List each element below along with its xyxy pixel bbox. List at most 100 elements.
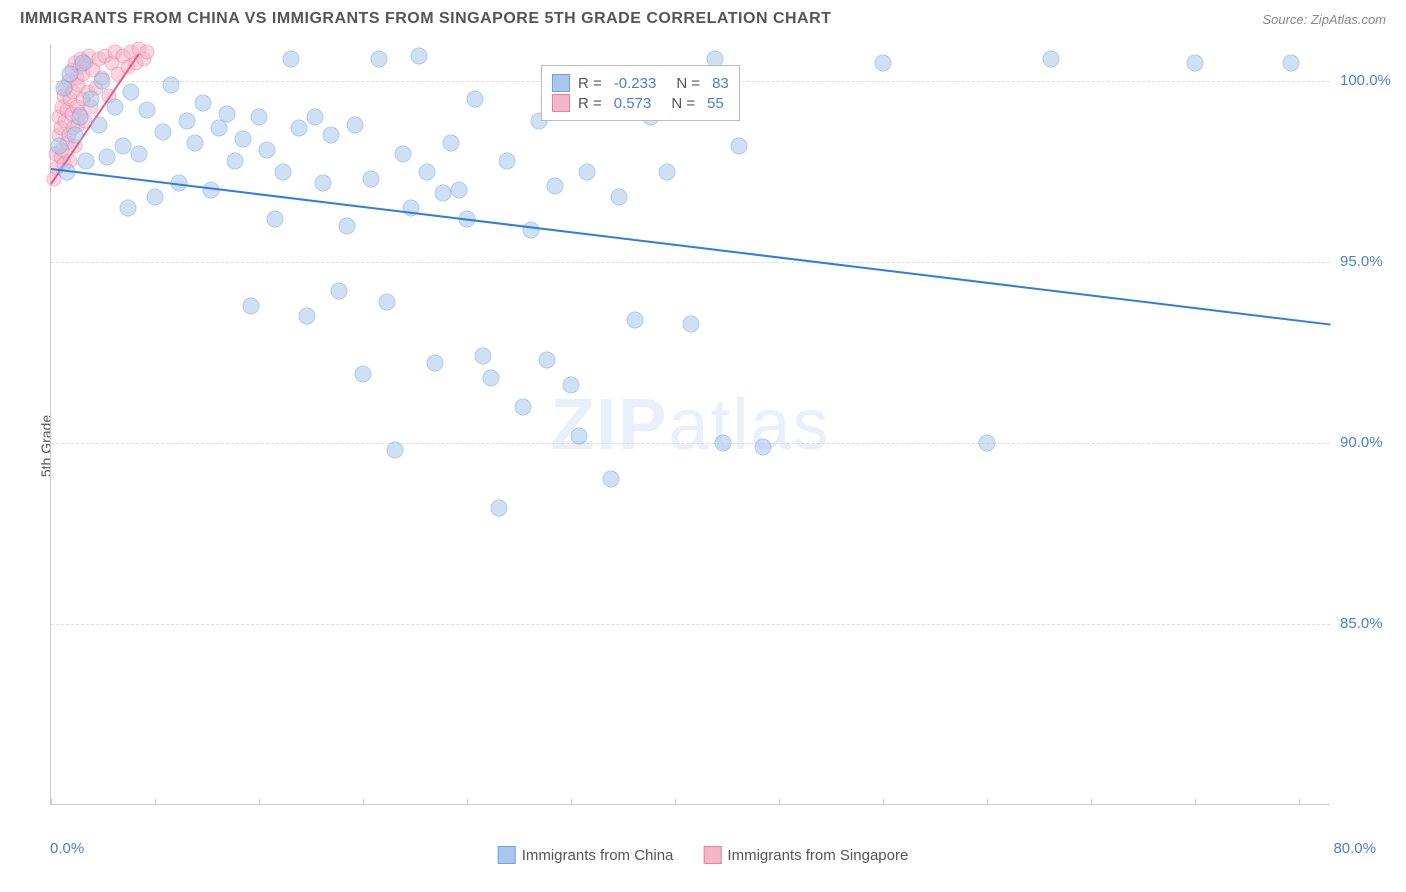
gridline — [51, 262, 1330, 263]
chart-title: IMMIGRANTS FROM CHINA VS IMMIGRANTS FROM… — [20, 10, 831, 28]
point-china — [211, 120, 228, 137]
point-china — [979, 435, 996, 452]
chart-container: ZIPatlas 85.0%90.0%95.0%100.0%R = -0.233… — [50, 45, 1330, 805]
legend-swatch-singapore — [703, 846, 721, 864]
x-tick — [883, 799, 884, 805]
point-china — [55, 80, 72, 97]
point-china — [491, 500, 508, 517]
point-china — [467, 91, 484, 108]
y-tick-label: 95.0% — [1340, 253, 1406, 270]
point-china — [371, 51, 388, 68]
point-china — [107, 98, 124, 115]
stats-row-china: R = -0.233N = 83 — [552, 74, 729, 92]
point-china — [579, 163, 596, 180]
gridline — [51, 443, 1330, 444]
point-china — [483, 369, 500, 386]
point-china — [94, 73, 111, 90]
x-tick — [1299, 799, 1300, 805]
x-tick — [467, 799, 468, 805]
source-label: Source: ZipAtlas.com — [1262, 12, 1386, 27]
point-china — [411, 47, 428, 64]
point-china — [603, 471, 620, 488]
point-china — [659, 163, 676, 180]
point-china — [163, 76, 180, 93]
point-china — [275, 163, 292, 180]
x-axis-min-label: 0.0% — [50, 840, 84, 857]
x-tick — [363, 799, 364, 805]
x-tick — [571, 799, 572, 805]
point-china — [395, 145, 412, 162]
point-china — [499, 152, 516, 169]
x-axis-max-label: 80.0% — [1333, 840, 1376, 857]
point-china — [71, 109, 88, 126]
x-tick — [51, 799, 52, 805]
bottom-legend: Immigrants from China Immigrants from Si… — [498, 846, 909, 864]
x-tick — [259, 799, 260, 805]
point-china — [1187, 55, 1204, 72]
x-tick — [987, 799, 988, 805]
point-china — [435, 185, 452, 202]
point-china — [875, 55, 892, 72]
point-china — [731, 138, 748, 155]
point-china — [195, 94, 212, 111]
legend-swatch-china — [498, 846, 516, 864]
point-china — [51, 138, 68, 155]
point-china — [427, 355, 444, 372]
point-china — [627, 312, 644, 329]
point-china — [755, 438, 772, 455]
x-tick — [1091, 799, 1092, 805]
point-china — [259, 141, 276, 158]
point-singapore — [140, 45, 155, 60]
legend-item-singapore: Immigrants from Singapore — [703, 846, 908, 864]
y-tick-label: 90.0% — [1340, 434, 1406, 451]
point-china — [571, 427, 588, 444]
point-china — [331, 283, 348, 300]
watermark: ZIPatlas — [550, 384, 830, 466]
point-china — [419, 163, 436, 180]
point-china — [683, 315, 700, 332]
point-china — [451, 181, 468, 198]
point-china — [475, 348, 492, 365]
point-china — [267, 210, 284, 227]
point-china — [283, 51, 300, 68]
point-china — [1043, 51, 1060, 68]
point-china — [299, 308, 316, 325]
point-china — [443, 134, 460, 151]
point-china — [123, 84, 140, 101]
y-tick-label: 85.0% — [1340, 615, 1406, 632]
point-china — [187, 134, 204, 151]
point-china — [547, 178, 564, 195]
point-china — [91, 116, 108, 133]
stats-swatch — [552, 74, 570, 92]
x-tick — [155, 799, 156, 805]
point-china — [291, 120, 308, 137]
stats-row-singapore: R = 0.573N = 55 — [552, 94, 729, 112]
point-china — [523, 221, 540, 238]
point-china — [83, 91, 100, 108]
point-china — [227, 152, 244, 169]
point-china — [539, 351, 556, 368]
point-china — [139, 102, 156, 119]
point-china — [363, 170, 380, 187]
y-tick-label: 100.0% — [1340, 72, 1406, 89]
point-china — [67, 127, 84, 144]
point-china — [339, 217, 356, 234]
point-china — [251, 109, 268, 126]
point-china — [515, 398, 532, 415]
point-china — [78, 152, 95, 169]
x-tick — [779, 799, 780, 805]
point-china — [147, 189, 164, 206]
point-china — [323, 127, 340, 144]
point-china — [99, 149, 116, 166]
point-china — [243, 297, 260, 314]
point-china — [75, 55, 92, 72]
point-china — [155, 123, 172, 140]
point-china — [131, 145, 148, 162]
point-china — [715, 435, 732, 452]
point-china — [563, 377, 580, 394]
point-china — [315, 174, 332, 191]
point-china — [307, 109, 324, 126]
x-tick — [1195, 799, 1196, 805]
point-china — [347, 116, 364, 133]
point-china — [179, 113, 196, 130]
